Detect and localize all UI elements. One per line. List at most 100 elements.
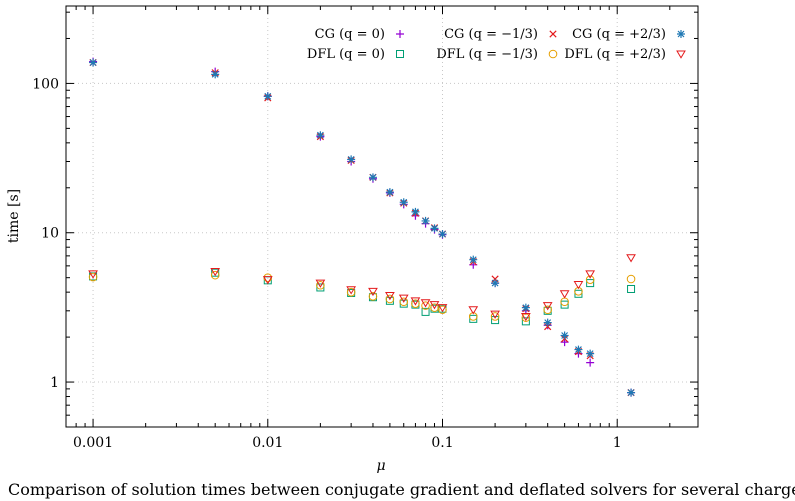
- legend-label: CG (q = −1/3): [444, 27, 538, 42]
- data-point: [398, 294, 409, 303]
- data-point: [210, 270, 220, 280]
- data-point: [263, 92, 272, 101]
- legend-marker: [677, 30, 685, 38]
- data-point: [263, 273, 273, 282]
- data-point: [491, 279, 500, 288]
- data-point: [490, 310, 500, 319]
- data-point: [585, 275, 595, 284]
- data-point: [316, 131, 325, 140]
- series-5: [88, 270, 636, 322]
- data-point: [421, 301, 430, 310]
- data-point: [586, 279, 595, 288]
- x-tick-label: 0.01: [252, 435, 283, 451]
- data-point: [210, 268, 221, 277]
- data-point: [468, 306, 479, 315]
- data-point: [385, 294, 395, 304]
- data-point: [438, 230, 447, 239]
- series-6: [88, 254, 636, 322]
- legend-label: DFL (q = 0): [307, 47, 385, 62]
- data-point: [421, 216, 430, 225]
- data-point: [520, 312, 531, 322]
- plot-frame: [65, 5, 699, 428]
- y-axis-title: time [s]: [6, 189, 22, 243]
- data-point: [627, 284, 636, 293]
- data-point: [430, 303, 439, 312]
- data-point: [560, 331, 569, 340]
- figure-caption: Comparison of solution times between con…: [8, 480, 795, 499]
- y-tick-label: 100: [32, 76, 59, 92]
- x-tick-label: 0.001: [73, 435, 113, 451]
- legend-marker: [548, 49, 558, 59]
- data-point: [543, 318, 552, 327]
- data-point: [437, 304, 448, 313]
- data-point: [385, 188, 394, 197]
- legend-marker: [676, 50, 686, 59]
- data-point: [262, 276, 273, 285]
- data-point: [429, 301, 440, 310]
- series-1: [89, 57, 636, 397]
- data-point: [399, 297, 409, 307]
- data-point: [574, 345, 583, 354]
- data-point: [368, 173, 377, 182]
- data-point: [542, 302, 553, 311]
- data-point: [399, 198, 408, 207]
- legend-label: DFL (q = −1/3): [436, 47, 538, 62]
- data-point: [521, 303, 530, 312]
- legend: CG (q = 0) CG (q = −1/3) CG (q = +2/3) DFL …: [307, 27, 686, 62]
- data-point: [368, 287, 378, 297]
- legend-label: CG (q = +2/3): [572, 27, 666, 42]
- data-point: [438, 305, 447, 315]
- y-tick-labels: 1 10 100: [32, 76, 59, 391]
- x-tick-labels: 0.001 0.01 0.1 1: [73, 435, 622, 451]
- legend-marker: [396, 30, 404, 38]
- data-point: [490, 312, 500, 321]
- x-tick-label: 1: [613, 435, 622, 451]
- data-point: [89, 58, 98, 67]
- x-axis-title: μ: [376, 458, 385, 474]
- data-point: [411, 299, 420, 308]
- data-point: [88, 272, 98, 282]
- series-2: [89, 58, 635, 397]
- data-point: [586, 358, 595, 367]
- x-tick-label: 0.1: [431, 435, 453, 451]
- grid-lines: [66, 6, 698, 427]
- data-point: [368, 292, 378, 301]
- data-point: [560, 300, 569, 309]
- series-3: [89, 58, 636, 397]
- chart: 0.001 0.01 0.1 1 1 10 100 μ time [s] CG (q = …: [6, 5, 699, 474]
- data-point: [521, 317, 530, 326]
- data-point: [420, 299, 431, 308]
- data-point: [560, 297, 569, 307]
- data-point: [211, 70, 220, 79]
- data-point: [410, 297, 421, 306]
- data-point: [626, 254, 636, 263]
- data-point: [559, 290, 570, 299]
- data-point: [469, 255, 478, 264]
- data-point: [316, 280, 325, 290]
- data-point: [346, 286, 357, 295]
- data-points: [88, 57, 636, 397]
- data-point: [573, 281, 584, 290]
- series-4: [89, 268, 636, 326]
- data-point: [346, 287, 356, 297]
- legend-marker: [549, 30, 557, 38]
- data-point: [626, 274, 636, 284]
- data-point: [88, 270, 98, 279]
- legend-marker: [396, 50, 404, 58]
- legend-label: CG (q = 0): [315, 27, 385, 42]
- axis-ticks: [66, 6, 698, 427]
- data-point: [430, 224, 439, 233]
- y-tick-label: 1: [50, 375, 59, 391]
- y-tick-label: 10: [41, 226, 59, 242]
- data-point: [347, 155, 356, 164]
- data-point: [491, 316, 500, 325]
- data-point: [411, 207, 420, 216]
- data-point: [421, 307, 430, 316]
- data-point: [385, 291, 395, 301]
- data-point: [543, 305, 552, 315]
- data-point: [586, 349, 595, 358]
- data-point: [585, 270, 596, 279]
- data-point: [315, 279, 326, 288]
- legend-label: DFL (q = +2/3): [564, 47, 666, 62]
- data-point: [627, 388, 636, 397]
